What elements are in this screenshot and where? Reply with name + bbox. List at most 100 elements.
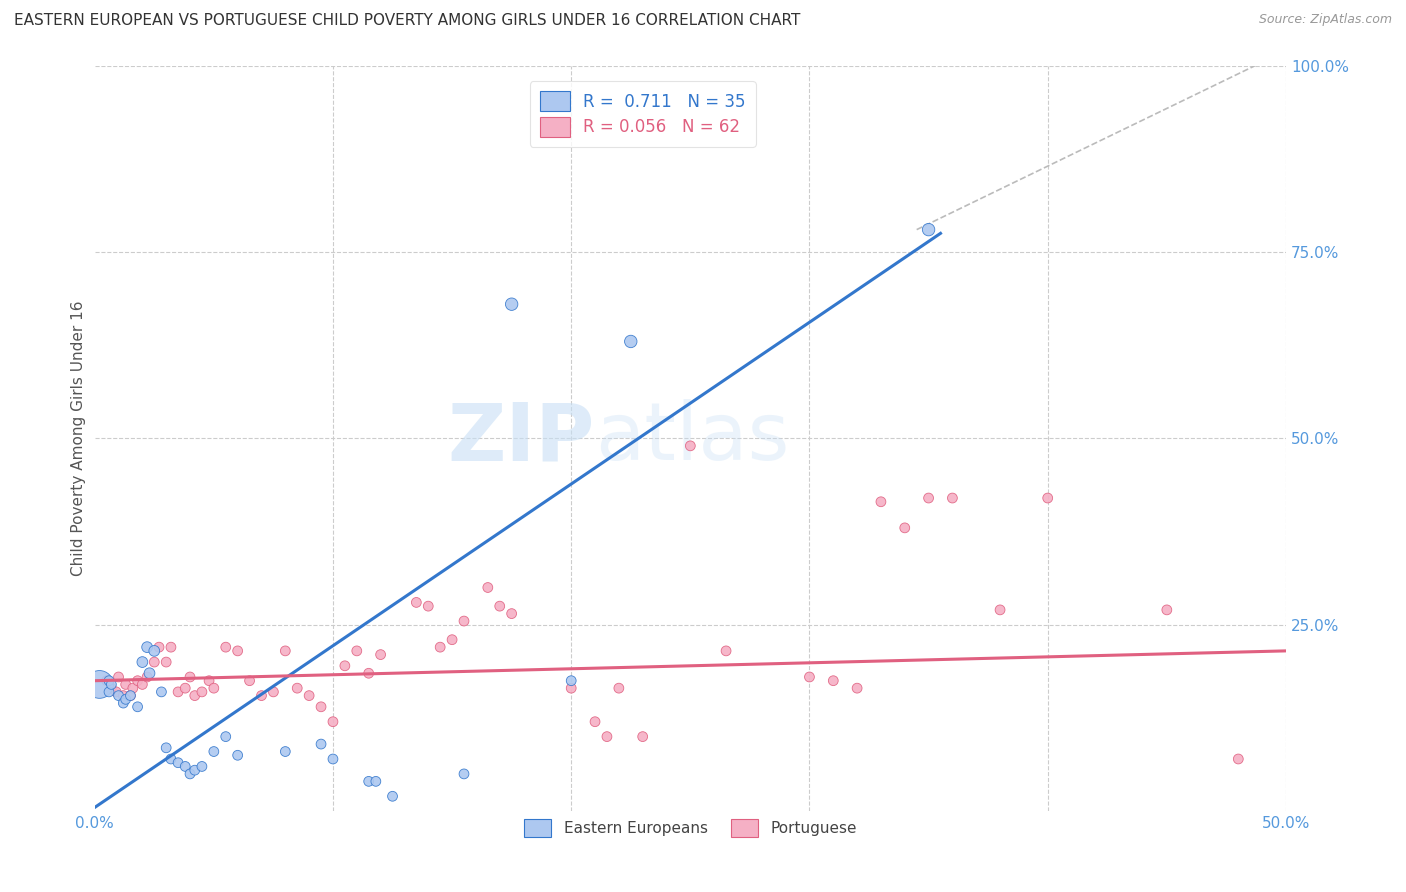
Text: Source: ZipAtlas.com: Source: ZipAtlas.com — [1258, 13, 1392, 27]
Point — [357, 666, 380, 681]
Point — [174, 759, 197, 773]
Point — [191, 759, 214, 773]
Y-axis label: Child Poverty Among Girls Under 16: Child Poverty Among Girls Under 16 — [72, 301, 86, 576]
Point — [226, 748, 249, 763]
Point — [215, 730, 238, 744]
Point — [202, 745, 225, 759]
Point — [179, 670, 201, 684]
Point — [120, 689, 142, 703]
Point — [298, 689, 321, 703]
Point — [239, 673, 262, 688]
Point — [679, 439, 702, 453]
Point — [477, 581, 499, 595]
Point — [322, 752, 344, 766]
Point — [333, 658, 356, 673]
Point — [322, 714, 344, 729]
Point — [226, 644, 249, 658]
Point — [89, 677, 111, 691]
Point — [148, 640, 170, 655]
Point — [215, 640, 238, 655]
Point — [96, 673, 118, 688]
Point — [501, 607, 523, 621]
Point — [988, 603, 1011, 617]
Point — [823, 673, 845, 688]
Point — [870, 495, 893, 509]
Point — [370, 648, 392, 662]
Point — [167, 756, 190, 770]
Point — [441, 632, 464, 647]
Text: EASTERN EUROPEAN VS PORTUGUESE CHILD POVERTY AMONG GIRLS UNDER 16 CORRELATION CH: EASTERN EUROPEAN VS PORTUGUESE CHILD POV… — [14, 13, 800, 29]
Point — [501, 297, 523, 311]
Point — [121, 681, 143, 695]
Point — [274, 745, 297, 759]
Point — [131, 677, 153, 691]
Point — [596, 730, 619, 744]
Point — [274, 644, 297, 658]
Point — [607, 681, 630, 695]
Point — [364, 774, 387, 789]
Point — [799, 670, 821, 684]
Point — [560, 673, 582, 688]
Point — [405, 595, 427, 609]
Point — [357, 774, 380, 789]
Point — [418, 599, 440, 614]
Point — [107, 670, 129, 684]
Point — [262, 685, 284, 699]
Point — [198, 673, 221, 688]
Point — [114, 677, 136, 691]
Point — [381, 789, 404, 804]
Point — [917, 222, 939, 236]
Point — [112, 696, 135, 710]
Point — [136, 640, 159, 655]
Point — [714, 644, 737, 658]
Point — [127, 673, 149, 688]
Point — [120, 689, 142, 703]
Point — [893, 521, 915, 535]
Point — [155, 740, 177, 755]
Point — [160, 640, 183, 655]
Point — [917, 491, 939, 505]
Point — [453, 767, 475, 781]
Point — [150, 685, 173, 699]
Text: ZIP: ZIP — [447, 400, 595, 477]
Point — [941, 491, 963, 505]
Point — [100, 681, 122, 695]
Point — [250, 689, 273, 703]
Point — [112, 689, 135, 703]
Point — [453, 614, 475, 628]
Point — [488, 599, 510, 614]
Point — [98, 685, 121, 699]
Point — [143, 644, 166, 658]
Point — [131, 655, 153, 669]
Point — [429, 640, 451, 655]
Legend: Eastern Europeans, Portuguese: Eastern Europeans, Portuguese — [516, 812, 865, 845]
Point — [1156, 603, 1178, 617]
Point — [846, 681, 869, 695]
Point — [100, 677, 122, 691]
Point — [160, 752, 183, 766]
Point — [114, 692, 136, 706]
Point — [309, 699, 332, 714]
Point — [191, 685, 214, 699]
Text: atlas: atlas — [595, 400, 789, 477]
Point — [631, 730, 654, 744]
Point — [202, 681, 225, 695]
Point — [174, 681, 197, 695]
Point — [184, 689, 207, 703]
Point — [1227, 752, 1250, 766]
Point — [309, 737, 332, 751]
Point — [179, 767, 201, 781]
Point — [285, 681, 308, 695]
Point — [143, 655, 166, 669]
Point — [583, 714, 606, 729]
Point — [184, 763, 207, 777]
Point — [620, 334, 643, 349]
Point — [155, 655, 177, 669]
Point — [105, 685, 128, 699]
Point — [138, 666, 160, 681]
Point — [346, 644, 368, 658]
Point — [98, 673, 121, 688]
Point — [127, 699, 149, 714]
Point — [1036, 491, 1059, 505]
Point — [136, 670, 159, 684]
